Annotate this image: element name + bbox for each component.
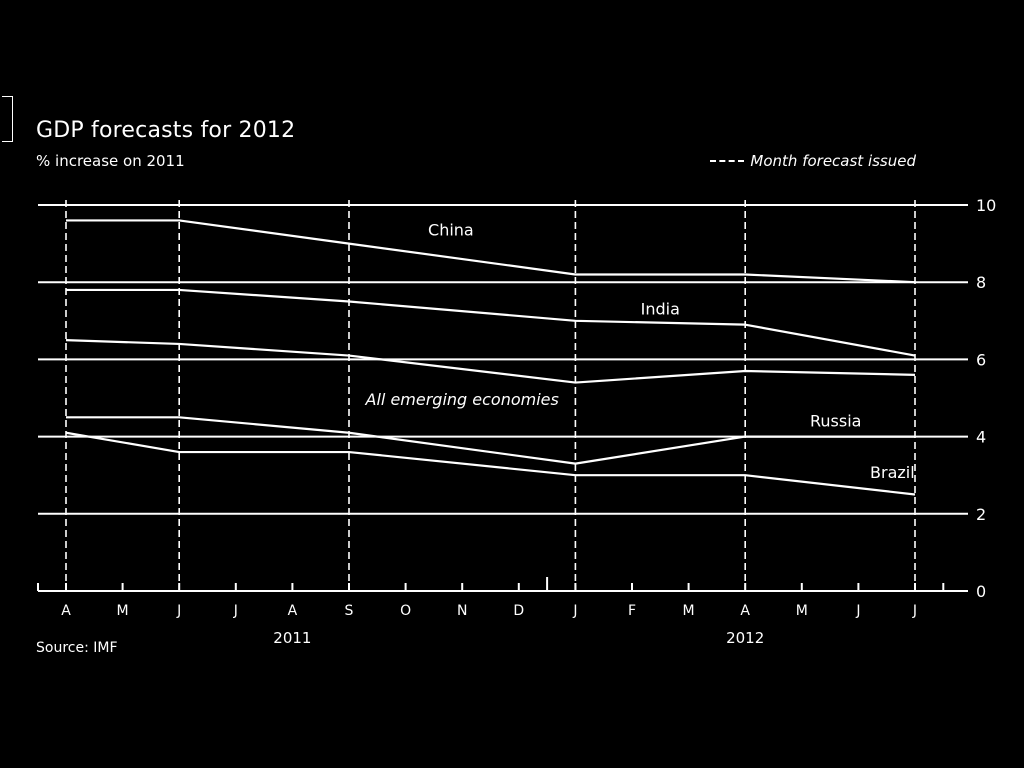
x-tick-label: J: [176, 603, 181, 619]
year-label: 2011: [273, 629, 311, 647]
y-tick-label: 2: [976, 505, 986, 524]
series-label: Brazil: [870, 463, 915, 482]
x-tick-label: N: [457, 603, 467, 619]
series-line-all-emerging-economies: [65, 339, 916, 384]
year-label: 2012: [726, 629, 764, 647]
y-tick-label: 4: [976, 428, 986, 447]
series-line-brazil: [65, 431, 916, 496]
x-tick-label: O: [400, 603, 411, 619]
corner-frame-mark: [2, 96, 13, 142]
series-label: All emerging economies: [365, 390, 559, 409]
y-tick-label: 10: [976, 196, 996, 215]
x-tick-label: M: [683, 603, 695, 619]
y-tick-label: 8: [976, 273, 986, 292]
x-tick-label: M: [796, 603, 808, 619]
chart-subtitle: % increase on 2011: [36, 152, 185, 170]
x-tick-label: A: [740, 603, 750, 619]
x-tick-label: J: [912, 603, 917, 619]
x-tick-label: J: [855, 603, 860, 619]
x-tick-label: J: [233, 603, 238, 619]
series-line-china: [66, 219, 916, 284]
series-label: Russia: [810, 412, 861, 431]
series-line-russia: [66, 416, 915, 465]
chart-title: GDP forecasts for 2012: [36, 118, 296, 143]
x-tick-label: D: [513, 603, 524, 619]
x-tick-label: S: [345, 603, 354, 619]
legend-dash-swatch: [710, 160, 745, 162]
y-tick-label: 0: [976, 582, 986, 601]
x-tick-label: F: [628, 603, 636, 619]
x-tick-label: M: [117, 603, 129, 619]
series-label: China: [428, 220, 474, 239]
x-tick-label: J: [572, 603, 577, 619]
x-tick-label: A: [288, 603, 298, 619]
legend-label: Month forecast issued: [750, 152, 916, 170]
chart-source: Source: IMF: [36, 640, 118, 656]
chart-legend: Month forecast issued: [710, 152, 916, 170]
y-tick-label: 6: [976, 350, 986, 369]
series-label: India: [641, 300, 680, 319]
x-tick-label: A: [61, 603, 71, 619]
series-line-india: [66, 288, 916, 357]
